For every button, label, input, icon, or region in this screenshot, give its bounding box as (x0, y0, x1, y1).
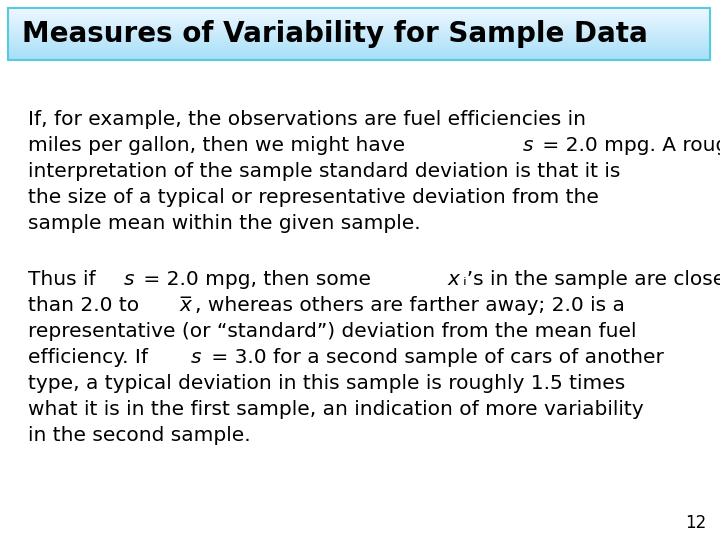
Bar (8, 22, 710, 23)
Bar (8, 48, 710, 49)
Bar (8, 40, 710, 42)
Text: in the second sample.: in the second sample. (28, 426, 251, 445)
Text: s: s (191, 348, 202, 367)
Bar (8, 45, 710, 46)
Text: , whereas others are farther away; 2.0 is a: , whereas others are farther away; 2.0 i… (195, 296, 625, 315)
Bar (8, 44, 710, 45)
Bar (8, 28, 710, 30)
Text: sample mean within the given sample.: sample mean within the given sample. (28, 214, 420, 233)
Bar (8, 46, 710, 47)
Bar (8, 49, 710, 50)
Text: ᵢ’s in the sample are closer: ᵢ’s in the sample are closer (462, 270, 720, 289)
Bar (8, 33, 710, 35)
Bar (8, 43, 710, 44)
Bar (8, 37, 710, 38)
Bar (8, 23, 710, 24)
Bar (8, 32, 710, 34)
Text: If, for example, the observations are fuel efficiencies in: If, for example, the observations are fu… (28, 110, 586, 129)
Text: the size of a typical or representative deviation from the: the size of a typical or representative … (28, 188, 599, 207)
Bar (8, 26, 710, 28)
Bar (8, 55, 710, 57)
Bar (8, 39, 710, 40)
Bar (8, 24, 710, 25)
Bar (8, 52, 710, 54)
Bar (8, 29, 710, 31)
Bar (8, 57, 710, 58)
Text: Thus if: Thus if (28, 270, 102, 289)
Bar (8, 32, 710, 33)
Text: = 2.0 mpg. A rough: = 2.0 mpg. A rough (536, 136, 720, 155)
Bar (8, 26, 710, 27)
Bar (8, 46, 710, 48)
Text: = 3.0 for a second sample of cars of another: = 3.0 for a second sample of cars of ano… (204, 348, 664, 367)
Bar (8, 19, 710, 21)
Text: Measures of Variability for Sample Data: Measures of Variability for Sample Data (22, 20, 648, 48)
Text: = 2.0 mpg, then some: = 2.0 mpg, then some (137, 270, 377, 289)
Bar (8, 14, 710, 15)
Text: x: x (447, 270, 459, 289)
Bar (8, 50, 710, 51)
Bar (8, 31, 710, 32)
Bar (8, 39, 710, 41)
Text: interpretation of the sample standard deviation is that it is: interpretation of the sample standard de… (28, 162, 621, 181)
Bar (8, 41, 710, 43)
Bar (8, 25, 710, 26)
Text: miles per gallon, then we might have: miles per gallon, then we might have (28, 136, 412, 155)
Text: s: s (124, 270, 134, 289)
Bar (8, 38, 710, 39)
Bar (8, 51, 710, 52)
Bar (8, 19, 710, 20)
Bar (8, 8, 710, 60)
Bar (8, 21, 710, 22)
Bar (8, 8, 710, 10)
Text: than 2.0 to: than 2.0 to (28, 296, 145, 315)
Text: x̅: x̅ (179, 296, 192, 315)
Bar (8, 12, 710, 13)
Bar (8, 35, 710, 37)
Bar (8, 13, 710, 14)
Text: 12: 12 (685, 514, 706, 532)
Bar (8, 10, 710, 11)
Bar (8, 9, 710, 11)
Bar (8, 22, 710, 24)
Bar (8, 59, 710, 60)
Bar (8, 35, 710, 36)
Bar (8, 15, 710, 16)
Bar (8, 48, 710, 50)
Bar (8, 16, 710, 17)
Bar (8, 30, 710, 31)
Text: representative (or “standard”) deviation from the mean fuel: representative (or “standard”) deviation… (28, 322, 636, 341)
Text: s: s (523, 136, 534, 155)
Text: efficiency. If: efficiency. If (28, 348, 154, 367)
Bar (8, 15, 710, 17)
Text: what it is in the first sample, an indication of more variability: what it is in the first sample, an indic… (28, 400, 644, 419)
Bar (8, 53, 710, 55)
Bar (8, 56, 710, 57)
Bar (8, 58, 710, 59)
Text: type, a typical deviation in this sample is roughly 1.5 times: type, a typical deviation in this sample… (28, 374, 625, 393)
Bar (8, 36, 710, 37)
Bar (8, 42, 710, 44)
Bar (8, 28, 710, 29)
Bar (8, 17, 710, 18)
Bar (8, 11, 710, 12)
Bar (8, 55, 710, 56)
Bar (8, 52, 710, 53)
Bar (8, 18, 710, 19)
Bar (8, 8, 710, 9)
